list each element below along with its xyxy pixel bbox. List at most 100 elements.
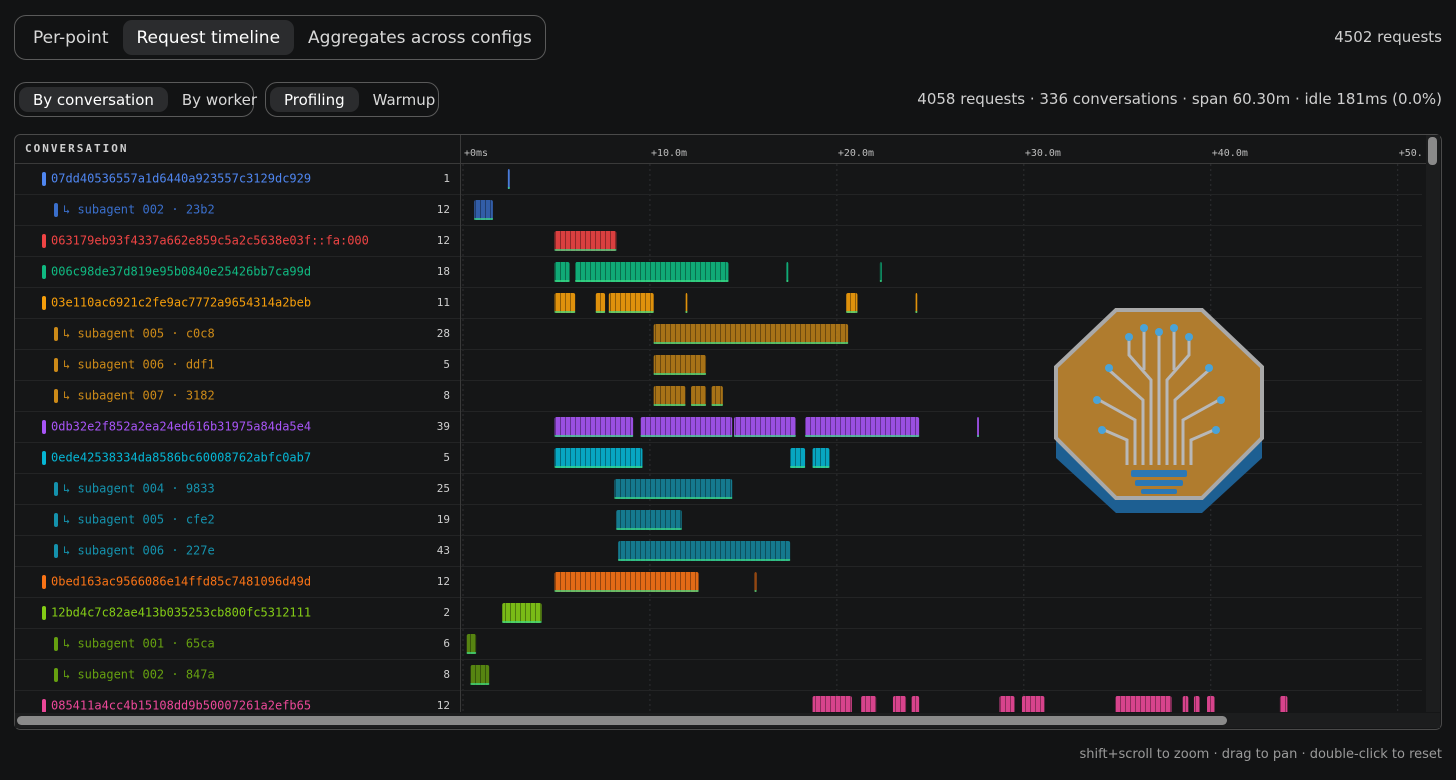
phase-toggle: Profiling Warmup (265, 82, 439, 117)
toggle-button[interactable]: Profiling (270, 87, 359, 112)
color-swatch (54, 203, 58, 217)
segment-base (915, 311, 918, 313)
segment-base (616, 528, 682, 530)
toggle-button[interactable]: Request timeline (122, 20, 295, 55)
segment-texture (734, 417, 796, 437)
segment-texture (653, 355, 707, 375)
row-count: 8 (443, 668, 450, 681)
segment-base (691, 404, 707, 406)
row-label: ↳ subagent 004 · 9833 (63, 482, 215, 496)
segment-texture (554, 448, 643, 468)
segment-base (653, 404, 686, 406)
segment-texture (608, 293, 654, 313)
toggle-button[interactable]: Per-point (33, 27, 109, 48)
segment-texture (614, 479, 733, 499)
segment-base (554, 466, 643, 468)
row-count: 8 (443, 389, 450, 402)
row-count: 12 (437, 234, 450, 247)
segment-texture (892, 696, 907, 712)
segment-base (653, 373, 707, 375)
segment-base (879, 280, 882, 282)
segment-texture (474, 200, 493, 220)
hint: shift+scroll to zoom · drag to pan · dou… (1079, 747, 1443, 762)
segment-base (470, 683, 490, 685)
toggle-button[interactable]: By worker (181, 90, 257, 109)
toggle-button[interactable]: Aggregates across configs (308, 27, 532, 48)
color-swatch (42, 606, 46, 620)
segment-base (614, 497, 733, 499)
segment-base (618, 559, 791, 561)
segment-base (734, 435, 796, 437)
row-count: 2 (443, 606, 450, 619)
segment-texture (640, 417, 733, 437)
segment-texture (977, 417, 979, 437)
segment-base (507, 187, 510, 189)
row-label: ↳ subagent 006 · 227e (63, 544, 215, 558)
segment-base (790, 466, 806, 468)
x-tick-label: +30.0m (1025, 148, 1061, 159)
row-count: 12 (437, 575, 450, 588)
segment-texture (616, 510, 682, 530)
row-count: 1 (443, 172, 450, 185)
row-count: 12 (437, 699, 450, 712)
segment-texture (653, 324, 849, 344)
row-count: 25 (437, 482, 450, 495)
color-swatch (54, 389, 58, 403)
segment-base (608, 311, 654, 313)
row-label: ↳ subagent 001 · 65ca (63, 637, 215, 651)
segment-base (653, 342, 849, 344)
v-scroll-thumb[interactable] (1428, 137, 1437, 165)
x-tick-label: +0ms (464, 148, 488, 159)
group-toggle: By conversation By worker (14, 82, 257, 117)
segment-base (711, 404, 723, 406)
row-count: 28 (437, 327, 450, 340)
row-label: 03e110ac6921c2fe9ac7772a9654314a2beb (51, 296, 311, 310)
segment-texture (1021, 696, 1045, 712)
x-tick-label: +10.0m (651, 148, 687, 159)
row-label: ↳ subagent 006 · ddf1 (63, 358, 215, 372)
toggle-button[interactable]: By conversation (19, 87, 168, 112)
color-swatch (54, 327, 58, 341)
x-tick-label: +50. (1399, 148, 1423, 159)
segment-base (640, 435, 733, 437)
segment-texture (1207, 696, 1215, 712)
segment-texture (575, 262, 729, 282)
row-label: ↳ subagent 002 · 847a (63, 668, 215, 682)
segment-texture (554, 231, 617, 251)
segment-texture (554, 262, 570, 282)
toggle-button[interactable]: Warmup (372, 90, 436, 109)
segment-texture (805, 417, 920, 437)
segment-texture (812, 696, 852, 712)
row-label: 12bd4c7c82ae413b035253cb800fc5312111 (51, 606, 311, 620)
v-scroll-track[interactable] (1426, 135, 1440, 712)
row-count: 11 (437, 296, 450, 309)
color-swatch (42, 234, 46, 248)
segment-base (805, 435, 920, 437)
segment-texture (711, 386, 723, 406)
segment-base (466, 652, 477, 654)
row-count: 12 (437, 203, 450, 216)
segment-base (554, 435, 634, 437)
row-label: ↳ subagent 007 · 3182 (63, 389, 215, 403)
segment-base (977, 435, 979, 437)
color-swatch (54, 358, 58, 372)
segment-texture (879, 262, 882, 282)
segment-base (575, 280, 729, 282)
color-swatch (54, 544, 58, 558)
h-scroll-thumb[interactable] (17, 716, 1227, 725)
row-count: 18 (437, 265, 450, 278)
segment-texture (502, 603, 542, 623)
segment-texture (1279, 696, 1288, 712)
segment-texture (1182, 696, 1189, 712)
segment-base (474, 218, 493, 220)
row-label: ↳ subagent 002 · 23b2 (63, 203, 215, 217)
row-count: 43 (437, 544, 450, 557)
row-label: 0db32e2f852a2ea24ed616b31975a84da5e4 (51, 420, 311, 434)
color-swatch (42, 699, 46, 712)
segment-texture (507, 169, 510, 189)
segment-texture (685, 293, 688, 313)
segment-texture (846, 293, 858, 313)
segment-base (554, 590, 699, 592)
segment-texture (1115, 696, 1172, 712)
